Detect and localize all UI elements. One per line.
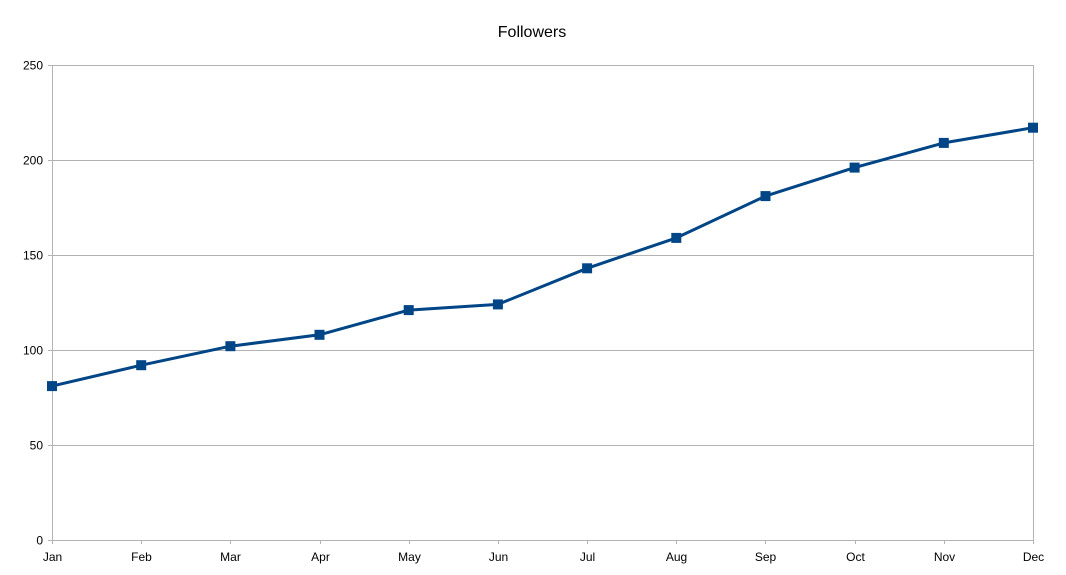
data-point-marker <box>492 299 503 310</box>
data-point-marker <box>225 341 236 352</box>
chart-title: Followers <box>498 24 566 41</box>
y-tick-label: 0 <box>36 534 43 548</box>
x-tick-label: Dec <box>1023 550 1044 564</box>
data-point-marker <box>314 329 325 340</box>
data-point-marker <box>136 360 147 371</box>
y-tick-label: 50 <box>30 439 44 453</box>
grid-lines <box>52 65 1034 544</box>
x-tick-label: Oct <box>846 550 865 564</box>
x-tick-label: Mar <box>220 550 241 564</box>
data-point-marker <box>849 162 860 173</box>
y-tick-label: 150 <box>23 249 43 263</box>
y-tick-label: 250 <box>23 59 43 73</box>
x-tick-label: Apr <box>311 550 330 564</box>
x-tick-label: Jan <box>43 550 62 564</box>
data-point-marker <box>938 137 949 148</box>
y-tick-label: 200 <box>23 154 43 168</box>
x-tick-label: Feb <box>131 550 152 564</box>
x-tick-label: Sep <box>755 550 777 564</box>
y-tick-label: 100 <box>23 344 43 358</box>
data-point-marker <box>582 263 593 274</box>
x-tick-label: Nov <box>934 550 955 564</box>
data-point-marker <box>760 191 771 202</box>
data-point-marker <box>47 381 57 392</box>
x-tick-label: Jul <box>580 550 595 564</box>
series-group <box>47 122 1038 392</box>
series-line <box>51 126 1034 388</box>
data-point-marker <box>671 232 682 243</box>
y-axis-ticks: 0 50 100 150 200 250 <box>23 59 52 548</box>
x-tick-label: Aug <box>666 550 687 564</box>
x-tick-label: Jun <box>489 550 508 564</box>
x-axis-ticks: Jan Feb Mar Apr May Jun Jul Aug Sep Oct Nov Dec <box>43 540 1044 564</box>
data-point-marker <box>403 305 414 316</box>
data-point-marker <box>1028 122 1038 133</box>
x-tick-label: May <box>398 550 421 564</box>
